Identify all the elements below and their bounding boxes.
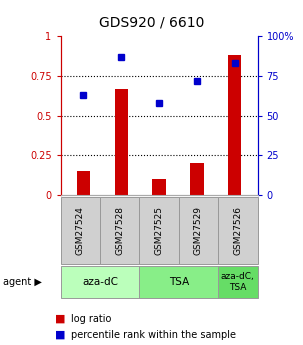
Bar [228, 55, 241, 195]
Text: GSM27526: GSM27526 [233, 206, 242, 255]
Text: aza-dC: aza-dC [82, 277, 118, 287]
Text: ■: ■ [55, 330, 65, 339]
Text: aza-dC,
TSA: aza-dC, TSA [221, 272, 255, 292]
Text: percentile rank within the sample: percentile rank within the sample [71, 330, 236, 339]
Text: log ratio: log ratio [71, 314, 112, 324]
Bar [152, 179, 166, 195]
Bar [115, 89, 128, 195]
Text: GSM27529: GSM27529 [194, 206, 203, 255]
Text: agent ▶: agent ▶ [3, 277, 42, 287]
Bar [190, 163, 204, 195]
Text: GSM27525: GSM27525 [155, 206, 164, 255]
Text: GDS920 / 6610: GDS920 / 6610 [99, 16, 204, 30]
Text: TSA: TSA [169, 277, 189, 287]
Bar [77, 171, 90, 195]
Text: ■: ■ [55, 314, 65, 324]
Text: GSM27528: GSM27528 [115, 206, 124, 255]
Text: GSM27524: GSM27524 [76, 206, 85, 255]
